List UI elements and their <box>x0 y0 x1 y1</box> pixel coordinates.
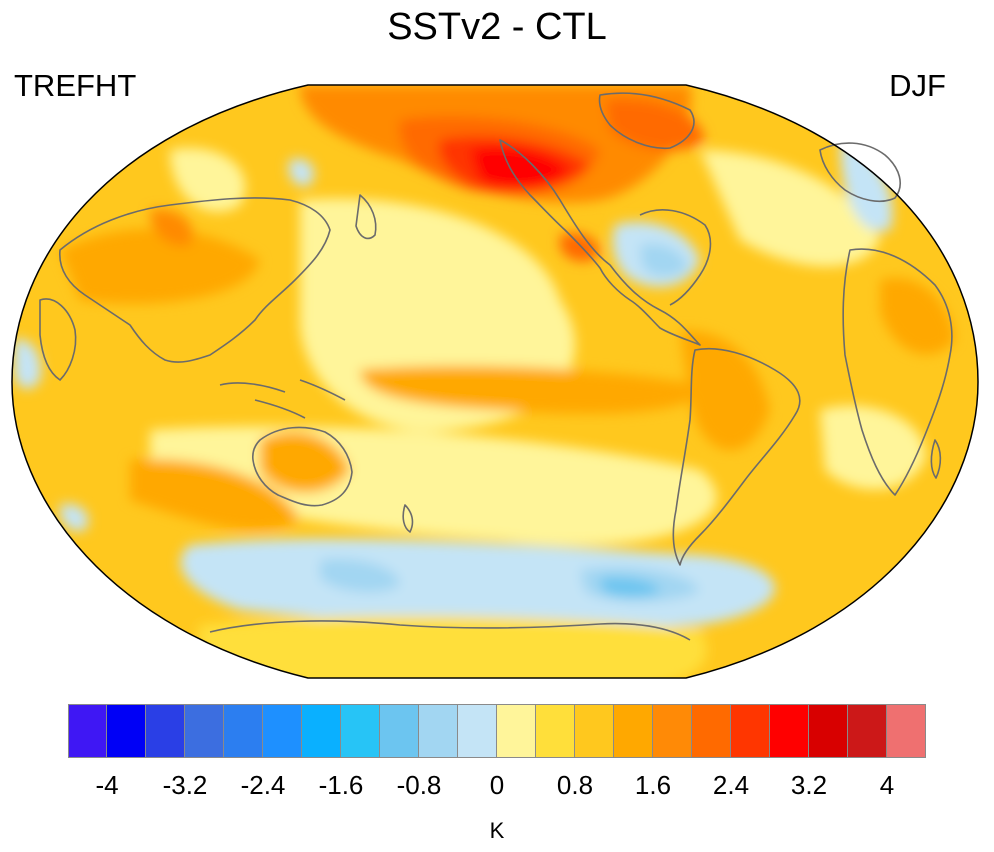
colorbar-cell <box>419 704 458 758</box>
globe-outline <box>11 84 979 679</box>
world-map <box>11 84 979 679</box>
colorbar-frame <box>68 704 926 758</box>
colorbar-cell <box>497 704 536 758</box>
colorbar-cell <box>68 704 107 758</box>
variable-label: TREFHT <box>14 68 137 103</box>
colorbar-cell <box>692 704 731 758</box>
colorbar-cell <box>848 704 887 758</box>
plot-title: SSTv2 - CTL <box>387 6 607 48</box>
colorbar-cell <box>653 704 692 758</box>
colorbar-cell <box>107 704 146 758</box>
colorbar-cell <box>614 704 653 758</box>
colorbar-cell <box>341 704 380 758</box>
colorbar-unit: K <box>489 818 505 843</box>
colorbar <box>68 704 926 758</box>
colorbar-cell <box>809 704 848 758</box>
colorbar-tick-label: -2.4 <box>240 770 286 800</box>
colorbar-tick-label: -0.8 <box>396 770 442 800</box>
colorbar-cell <box>185 704 224 758</box>
colorbar-cell <box>731 704 770 758</box>
colorbar-tick-label: 0 <box>489 770 505 800</box>
season-label: DJF <box>889 68 946 103</box>
colorbar-cell <box>146 704 185 758</box>
colorbar-tick-label: 0.8 <box>556 770 594 800</box>
colorbar-tick-label: 1.6 <box>634 770 672 800</box>
colorbar-tick-label: 3.2 <box>790 770 828 800</box>
colorbar-tick-label: 2.4 <box>712 770 750 800</box>
colorbar-cell <box>380 704 419 758</box>
colorbar-tick-label: -4 <box>95 770 119 800</box>
colorbar-cell <box>770 704 809 758</box>
colorbar-cell <box>536 704 575 758</box>
colorbar-cell <box>458 704 497 758</box>
colorbar-cell <box>575 704 614 758</box>
colorbar-cell <box>263 704 302 758</box>
colorbar-tick-label: -1.6 <box>318 770 364 800</box>
colorbar-cell <box>302 704 341 758</box>
colorbar-tick-label: -3.2 <box>162 770 208 800</box>
coastlines <box>39 92 953 641</box>
temperature-field <box>12 85 978 678</box>
colorbar-tick-label: 4 <box>879 770 895 800</box>
colorbar-cell <box>224 704 263 758</box>
